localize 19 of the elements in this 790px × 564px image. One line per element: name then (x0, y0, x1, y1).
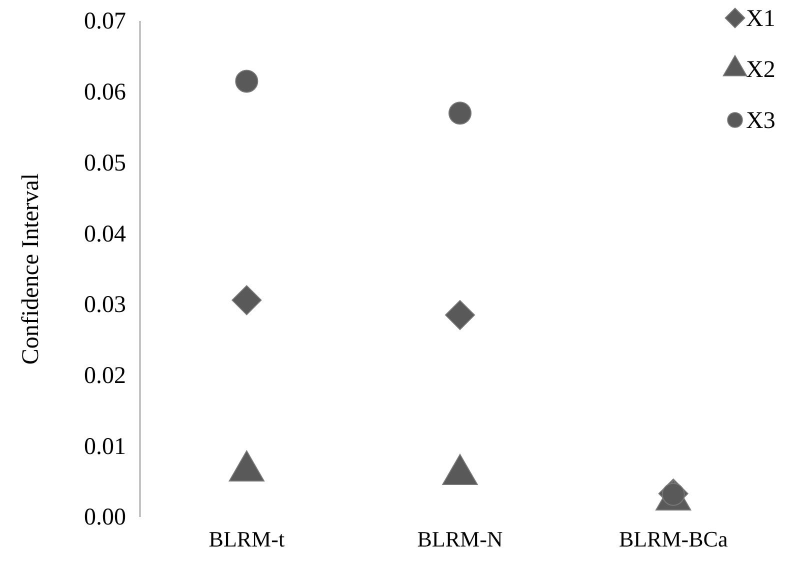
point (445, 300, 475, 330)
y-tick-label: 0.06 (84, 80, 126, 106)
y-tick-label: 0.02 (84, 362, 126, 389)
y-tick-label: 0.01 (84, 434, 126, 460)
point (448, 102, 472, 125)
point (235, 70, 258, 93)
legend-label: X1 (746, 6, 776, 32)
y-tick-label: 0.05 (84, 150, 126, 176)
y-tick-label: 0.03 (84, 292, 126, 318)
y-tick-label: 0.07 (84, 8, 126, 35)
x-tick-label: BLRM-t (208, 526, 285, 552)
legend-label: X2 (746, 57, 776, 83)
point (232, 285, 262, 316)
x-tick-label: BLRM-BCa (618, 526, 728, 552)
x-tick-label: BLRM-N (417, 526, 503, 552)
y-tick-label: 0.04 (84, 221, 126, 248)
y-axis-title: Confidence Interval (18, 173, 44, 365)
legend-label: X3 (746, 108, 776, 134)
y-tick-label: 0.00 (84, 504, 126, 531)
